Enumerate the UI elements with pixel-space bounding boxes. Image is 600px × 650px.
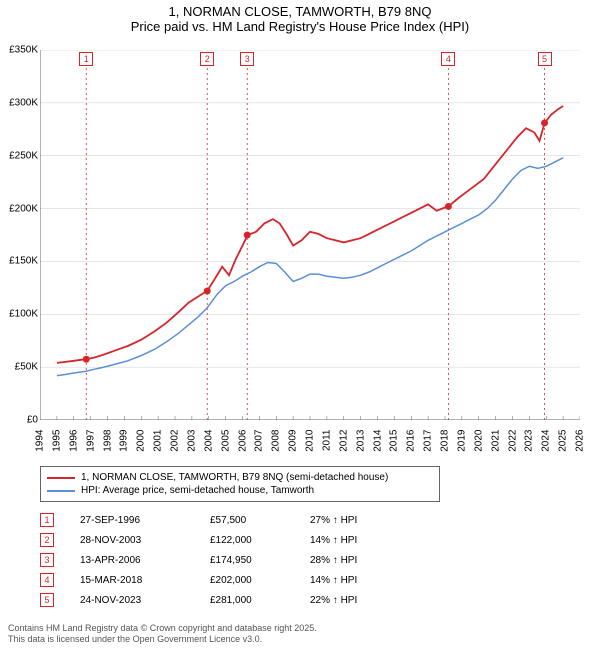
footer-line2: This data is licensed under the Open Gov… xyxy=(8,634,317,646)
x-tick-label: 2025 xyxy=(558,430,569,452)
legend-swatch xyxy=(47,490,75,492)
footer-line1: Contains HM Land Registry data © Crown c… xyxy=(8,623,317,635)
x-tick-label: 2006 xyxy=(237,430,248,452)
x-tick-label: 2003 xyxy=(186,430,197,452)
table-row: 1 27-SEP-1996£57,50027% ↑ HPI xyxy=(40,510,580,530)
sale-date: 28-NOV-2003 xyxy=(80,535,210,546)
y-tick-label: £350K xyxy=(9,45,38,56)
x-tick-label: 2012 xyxy=(338,430,349,452)
sale-diff: 14% ↑ HPI xyxy=(310,575,410,586)
x-tick-label: 2008 xyxy=(271,430,282,452)
x-tick-label: 1998 xyxy=(102,430,113,452)
x-tick-label: 2010 xyxy=(305,430,316,452)
x-tick-label: 2007 xyxy=(254,430,265,452)
y-tick-label: £100K xyxy=(9,309,38,320)
y-tick-label: £0 xyxy=(27,415,38,426)
sale-marker: 4 xyxy=(441,52,455,66)
x-tick-label: 2005 xyxy=(220,430,231,452)
x-tick-label: 2014 xyxy=(372,430,383,452)
x-tick-label: 2022 xyxy=(507,430,518,452)
x-tick-label: 2024 xyxy=(541,430,552,452)
sales-table: 1 27-SEP-1996£57,50027% ↑ HPI 2 28-NOV-2003… xyxy=(40,510,580,610)
x-tick-label: 2002 xyxy=(170,430,181,452)
x-tick-label: 2026 xyxy=(575,430,586,452)
sale-marker-cell: 5 xyxy=(40,593,54,607)
x-tick-label: 2015 xyxy=(389,430,400,452)
x-tick-label: 1997 xyxy=(85,430,96,452)
table-row: 5 24-NOV-2023£281,00022% ↑ HPI xyxy=(40,590,580,610)
x-tick-label: 1995 xyxy=(51,430,62,452)
legend-label: HPI: Average price, semi-detached house,… xyxy=(81,485,314,496)
sale-date: 13-APR-2006 xyxy=(80,555,210,566)
y-tick-label: £150K xyxy=(9,256,38,267)
chart-plot-area: 1 2 3 4 5 xyxy=(40,50,580,420)
sale-price: £174,950 xyxy=(210,555,310,566)
sale-diff: 22% ↑ HPI xyxy=(310,595,410,606)
sale-diff: 27% ↑ HPI xyxy=(310,515,410,526)
x-axis-labels: 1994199519961997199819992000200120022003… xyxy=(40,422,580,462)
x-tick-label: 2001 xyxy=(153,430,164,452)
legend: 1, NORMAN CLOSE, TAMWORTH, B79 8NQ (semi… xyxy=(40,466,440,502)
sale-marker-cell: 4 xyxy=(40,573,54,587)
x-tick-label: 1999 xyxy=(119,430,130,452)
x-tick-label: 2023 xyxy=(524,430,535,452)
sale-price: £202,000 xyxy=(210,575,310,586)
sale-marker: 1 xyxy=(79,52,93,66)
x-tick-label: 2017 xyxy=(423,430,434,452)
sale-marker-cell: 1 xyxy=(40,513,54,527)
x-tick-label: 2009 xyxy=(288,430,299,452)
table-row: 4 15-MAR-2018£202,00014% ↑ HPI xyxy=(40,570,580,590)
title-subtitle: Price paid vs. HM Land Registry's House … xyxy=(0,19,600,34)
sale-date: 27-SEP-1996 xyxy=(80,515,210,526)
sale-price: £122,000 xyxy=(210,535,310,546)
x-tick-label: 2020 xyxy=(473,430,484,452)
sale-date: 24-NOV-2023 xyxy=(80,595,210,606)
y-tick-label: £300K xyxy=(9,97,38,108)
y-tick-label: £200K xyxy=(9,203,38,214)
sale-marker: 2 xyxy=(200,52,214,66)
sale-price: £57,500 xyxy=(210,515,310,526)
sale-date: 15-MAR-2018 xyxy=(80,575,210,586)
legend-swatch xyxy=(47,477,75,479)
title-address: 1, NORMAN CLOSE, TAMWORTH, B79 8NQ xyxy=(0,4,600,19)
x-tick-label: 2013 xyxy=(355,430,366,452)
x-tick-label: 1994 xyxy=(35,430,46,452)
sale-diff: 14% ↑ HPI xyxy=(310,535,410,546)
sale-price: £281,000 xyxy=(210,595,310,606)
table-row: 2 28-NOV-2003£122,00014% ↑ HPI xyxy=(40,530,580,550)
x-tick-label: 2019 xyxy=(456,430,467,452)
sale-diff: 28% ↑ HPI xyxy=(310,555,410,566)
x-tick-label: 2016 xyxy=(406,430,417,452)
y-axis-labels: £0£50K£100K£150K£200K£250K£300K£350K xyxy=(0,50,40,420)
footer-attribution: Contains HM Land Registry data © Crown c… xyxy=(8,623,317,646)
y-tick-label: £250K xyxy=(9,150,38,161)
x-tick-label: 2018 xyxy=(440,430,451,452)
x-tick-label: 2011 xyxy=(321,430,332,452)
sale-marker: 3 xyxy=(240,52,254,66)
sale-marker-cell: 2 xyxy=(40,533,54,547)
sale-marker-cell: 3 xyxy=(40,553,54,567)
table-row: 3 13-APR-2006£174,95028% ↑ HPI xyxy=(40,550,580,570)
x-tick-label: 2004 xyxy=(203,430,214,452)
x-tick-label: 2000 xyxy=(136,430,147,452)
legend-item: HPI: Average price, semi-detached house,… xyxy=(47,484,433,497)
x-tick-label: 2021 xyxy=(490,430,501,452)
legend-label: 1, NORMAN CLOSE, TAMWORTH, B79 8NQ (semi… xyxy=(81,472,388,483)
sale-marker: 5 xyxy=(538,52,552,66)
y-tick-label: £50K xyxy=(15,362,38,373)
x-tick-label: 1996 xyxy=(68,430,79,452)
legend-item: 1, NORMAN CLOSE, TAMWORTH, B79 8NQ (semi… xyxy=(47,471,433,484)
